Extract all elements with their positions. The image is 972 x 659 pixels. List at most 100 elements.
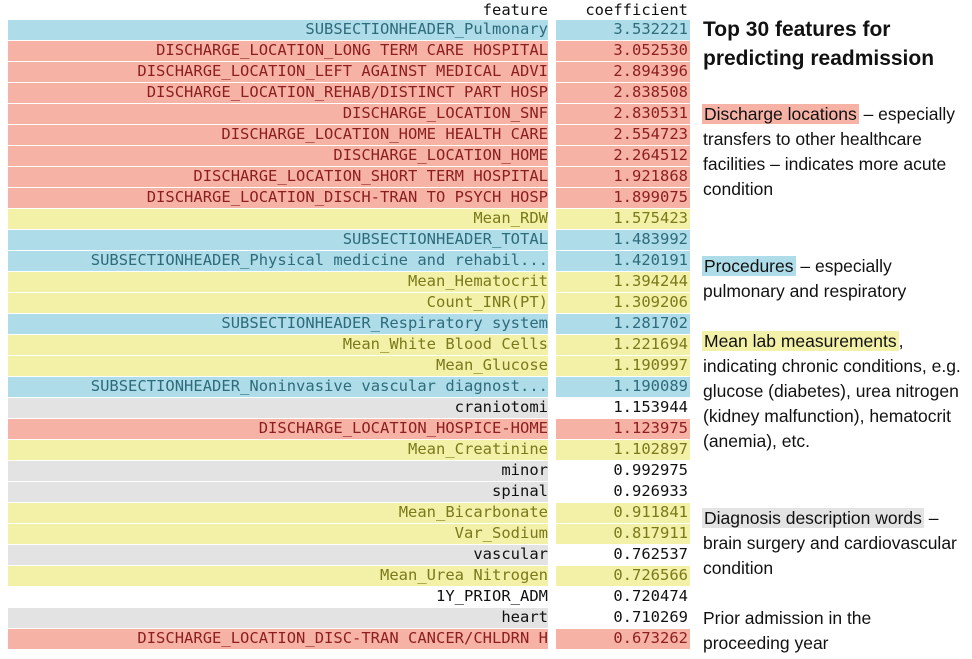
procedures-tag: Procedures (702, 256, 796, 276)
coefficient-value: 1.190089 (613, 377, 688, 395)
title-line-2: predicting readmission (703, 47, 935, 70)
labs-tag: Mean lab measurements (702, 331, 899, 351)
coefficient-cell (556, 335, 690, 355)
coefficient-cell (556, 293, 690, 313)
feature-cell (8, 545, 548, 565)
feature-name: Mean_Hematocrit (408, 272, 548, 290)
table-row: minor 0.992975 (8, 460, 690, 481)
feature-name: minor (501, 461, 548, 479)
feature-cell (8, 419, 548, 439)
coefficient-value: 1.575423 (613, 209, 688, 227)
coefficient-cell (556, 524, 690, 544)
feature-name: DISCHARGE_LOCATION_DISCH-TRAN TO PSYCH H… (146, 188, 548, 206)
coefficient-value: 0.726566 (613, 566, 688, 584)
feature-cell (8, 314, 548, 334)
feature-name: DISCHARGE_LOCATION_LONG TERM CARE HOSPIT… (156, 41, 548, 59)
coefficient-cell (556, 188, 690, 208)
table-row: Mean_Creatinine 1.102897 (8, 439, 690, 460)
procedures-note: Procedures – especially pulmonary and re… (702, 254, 965, 304)
table-row: Var_Sodium 0.817911 (8, 523, 690, 544)
feature-cell (8, 272, 548, 292)
feature-cell (8, 629, 548, 649)
coefficient-cell (556, 62, 690, 82)
feature-cell (8, 335, 548, 355)
discharge-note: Discharge locations – especially transfe… (702, 102, 965, 202)
feature-name: spinal (492, 482, 548, 500)
coefficient-value: 2.264512 (613, 146, 688, 164)
feature-cell (8, 20, 548, 40)
feature-name: SUBSECTIONHEADER_Pulmonary (305, 20, 548, 38)
feature-name: craniotomi (454, 398, 548, 416)
discharge-tag: Discharge locations (702, 104, 859, 124)
table-row: spinal 0.926933 (8, 481, 690, 502)
coefficient-value: 1.123975 (613, 419, 688, 437)
table-row: DISCHARGE_LOCATION_REHAB/DISTINCT PART H… (8, 82, 690, 103)
feature-cell (8, 62, 548, 82)
feature-cell (8, 251, 548, 271)
coefficient-value: 0.817911 (613, 524, 688, 542)
table-row: Mean_Glucose 1.190997 (8, 355, 690, 376)
coefficient-value: 2.554723 (613, 125, 688, 143)
feature-name: vascular (473, 545, 548, 563)
feature-name: SUBSECTIONHEADER_Noninvasive vascular di… (90, 377, 548, 395)
feature-cell (8, 209, 548, 229)
coefficient-cell (556, 167, 690, 187)
labs-note: Mean lab measurements, indicating chroni… (702, 329, 965, 454)
feature-name: DISCHARGE_LOCATION_HOME HEALTH CARE (221, 125, 548, 143)
coefficient-value: 2.838508 (613, 83, 688, 101)
table-row: DISCHARGE_LOCATION_DISC-TRAN CANCER/CHLD… (8, 628, 690, 649)
coefficient-cell (556, 566, 690, 586)
feature-cell (8, 524, 548, 544)
title-line-1: Top 30 features for (703, 18, 891, 41)
coefficient-value: 1.221694 (613, 335, 688, 353)
coefficient-value: 1.153944 (613, 398, 688, 416)
table-header: feature coefficient (8, 0, 690, 19)
coefficient-cell (556, 125, 690, 145)
feature-cell (8, 293, 548, 313)
coefficient-value: 0.710269 (613, 608, 688, 626)
feature-cell (8, 104, 548, 124)
table-row: DISCHARGE_LOCATION_HOME HEALTH CARE 2.554… (8, 124, 690, 145)
table-row: SUBSECTIONHEADER_TOTAL 1.483992 (8, 229, 690, 250)
prior-note: Prior admission in the proceeding year (703, 606, 903, 656)
coefficient-cell (556, 377, 690, 397)
coefficient-cell (556, 251, 690, 271)
feature-name: DISCHARGE_LOCATION_DISC-TRAN CANCER/CHLD… (137, 629, 548, 647)
table-row: DISCHARGE_LOCATION_DISCH-TRAN TO PSYCH H… (8, 187, 690, 208)
coefficient-value: 1.420191 (613, 251, 688, 269)
coefficient-value: 1.190997 (613, 356, 688, 374)
feature-cell (8, 398, 548, 418)
coefficient-cell (556, 104, 690, 124)
feature-name: DISCHARGE_LOCATION_HOSPICE-HOME (258, 419, 548, 437)
coefficient-cell (556, 314, 690, 334)
diagnosis-note: Diagnosis description words – brain surg… (702, 506, 965, 581)
labs-text: , indicating chronic conditions, e.g. gl… (703, 331, 961, 451)
feature-name: SUBSECTIONHEADER_TOTAL (342, 230, 548, 248)
coefficient-value: 3.532221 (613, 20, 688, 38)
coefficient-cell (556, 41, 690, 61)
coefficient-cell (556, 230, 690, 250)
feature-name: heart (501, 608, 548, 626)
feature-name: DISCHARGE_LOCATION_REHAB/DISTINCT PART H… (146, 83, 548, 101)
coefficient-value: 0.673262 (613, 629, 688, 647)
feature-column-header: feature (482, 1, 548, 19)
feature-name: DISCHARGE_LOCATION_SHORT TERM HOSPITAL (193, 167, 548, 185)
feature-name: DISCHARGE_LOCATION_HOME (333, 146, 548, 164)
coefficient-value: 1.102897 (613, 440, 688, 458)
feature-cell (8, 608, 548, 628)
feature-cell (8, 41, 548, 61)
coefficient-cell (556, 209, 690, 229)
coefficient-value: 1.394244 (613, 272, 688, 290)
table-row: Mean_RDW 1.575423 (8, 208, 690, 229)
table-row: SUBSECTIONHEADER_Noninvasive vascular di… (8, 376, 690, 397)
table-row: Mean_White Blood Cells 1.221694 (8, 334, 690, 355)
procedures-text: – especially pulmonary and respiratory (703, 256, 907, 301)
table-row: craniotomi 1.153944 (8, 397, 690, 418)
feature-name: Mean_White Blood Cells (342, 335, 548, 353)
feature-cell (8, 146, 548, 166)
coefficient-value: 1.899075 (613, 188, 688, 206)
table-row: SUBSECTIONHEADER_Physical medicine and r… (8, 250, 690, 271)
feature-cell (8, 83, 548, 103)
table-row: DISCHARGE_LOCATION_LONG TERM CARE HOSPIT… (8, 40, 690, 61)
table-row: Mean_Hematocrit 1.394244 (8, 271, 690, 292)
